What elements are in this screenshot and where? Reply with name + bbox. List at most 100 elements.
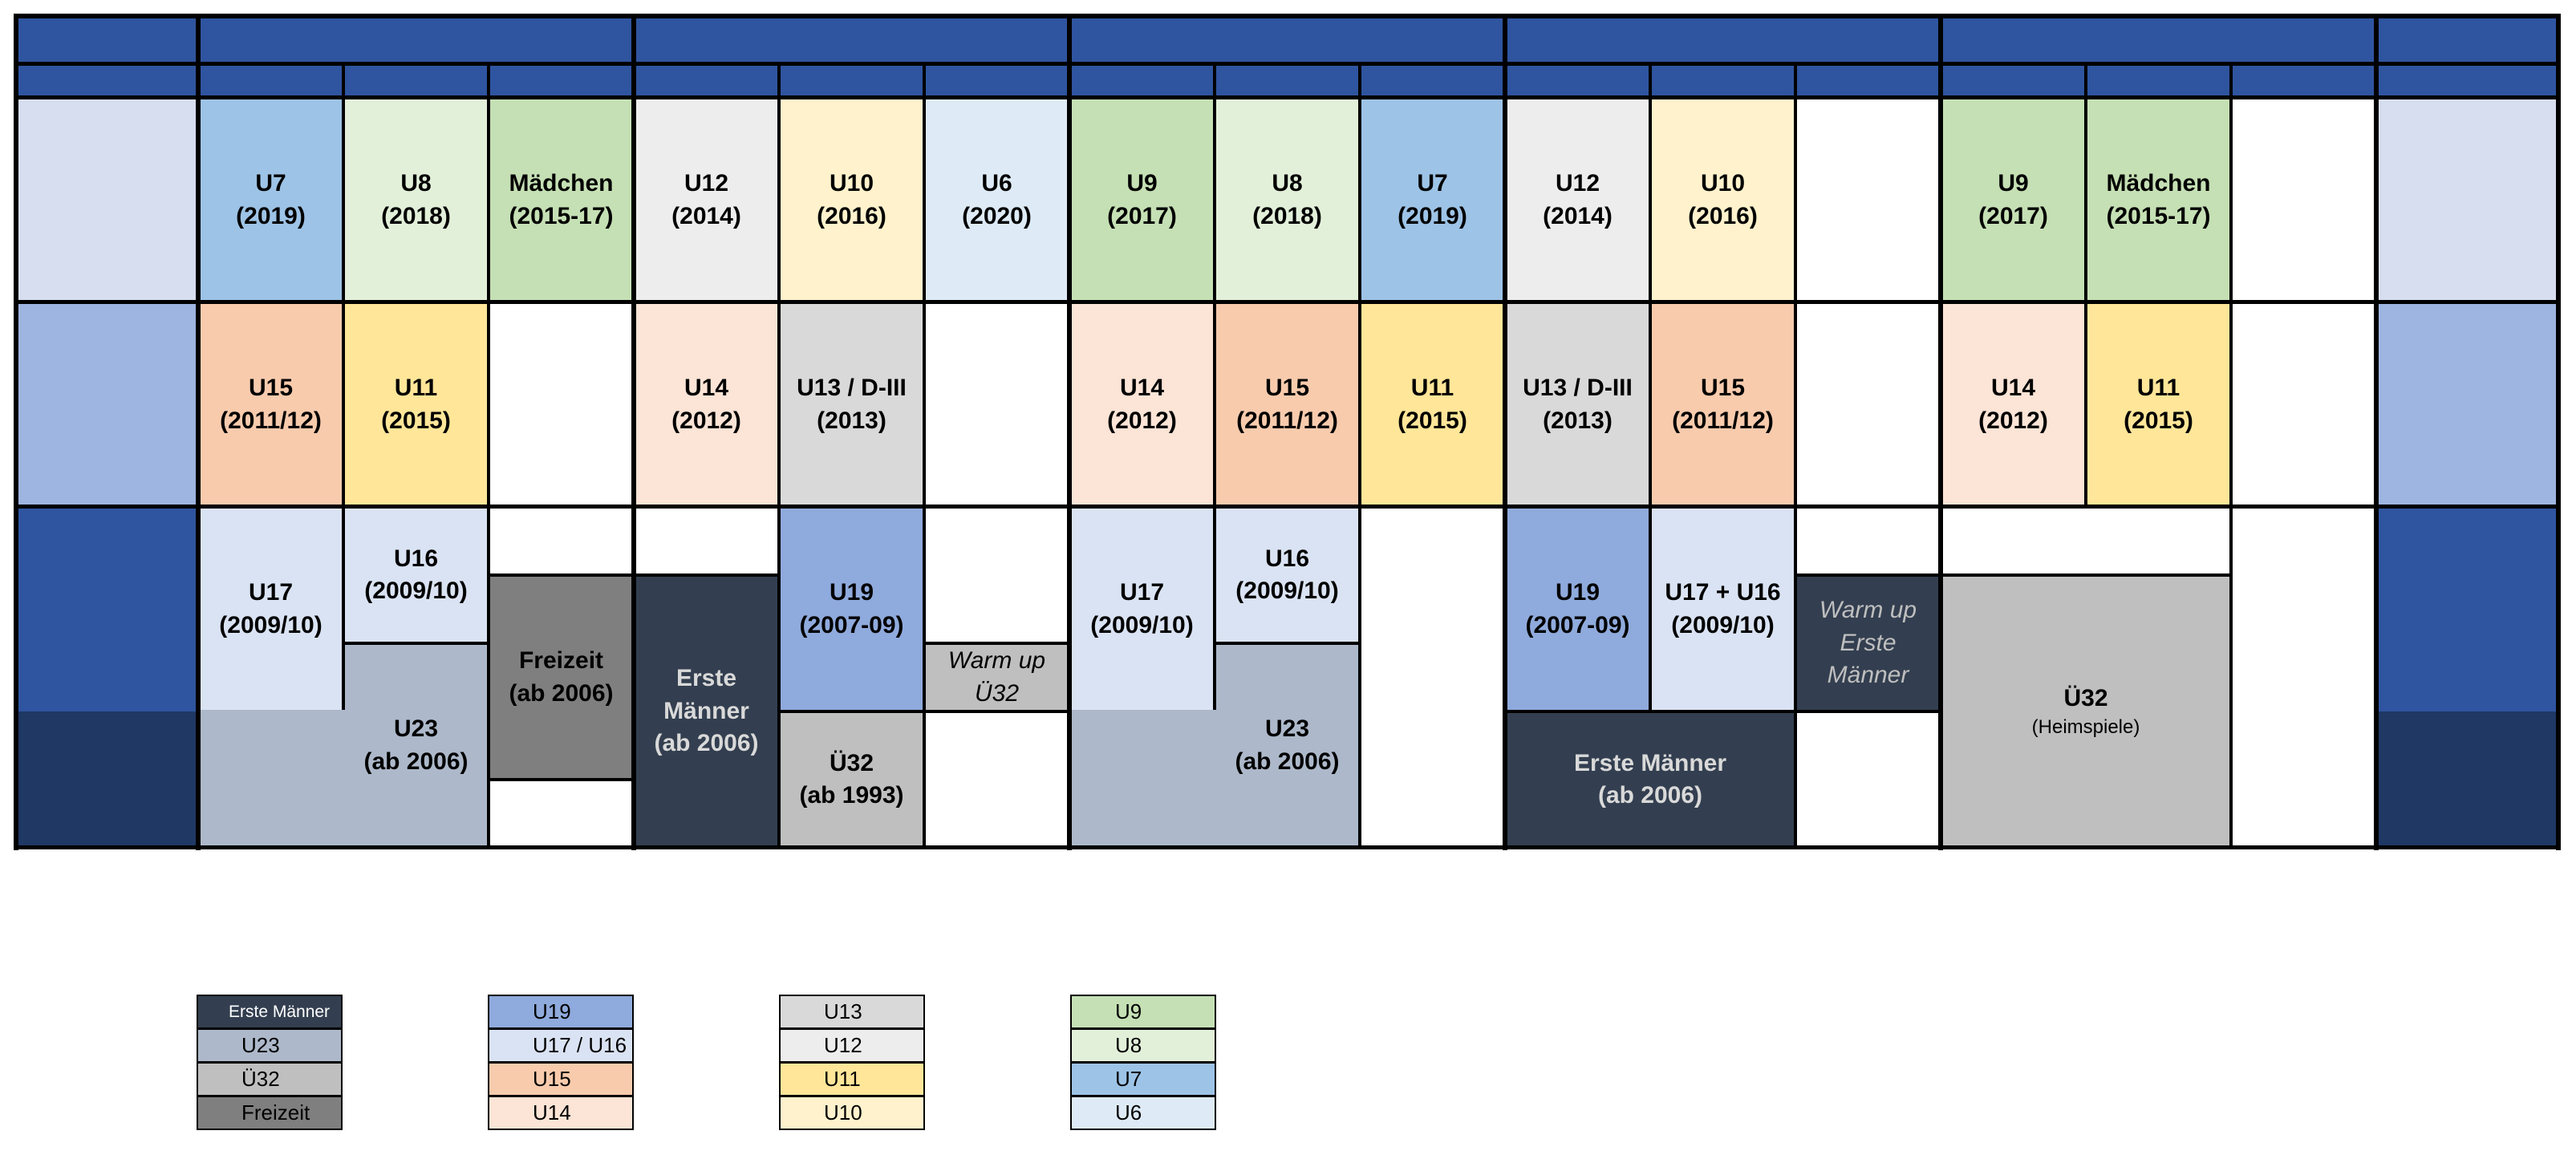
time-slot — [16, 200, 198, 235]
block-label: U14 — [1119, 375, 1165, 401]
training-block — [1795, 711, 1941, 848]
block-label: U7 — [1417, 170, 1448, 197]
legend-item: Freizeit — [197, 1096, 343, 1130]
time-slot — [16, 813, 198, 849]
training-block — [924, 302, 1069, 507]
block-label: Freizeit — [518, 647, 604, 674]
time-slot — [2376, 813, 2558, 849]
training-block: U12 (2014) — [634, 98, 779, 302]
legend-item: U7 — [1070, 1062, 1216, 1096]
block-label: (2007-09) — [799, 611, 904, 638]
block-label: (ab 2006) — [654, 730, 759, 757]
time-slot — [16, 268, 198, 303]
block-label: U9 — [1126, 170, 1158, 197]
block-label: (2014) — [1543, 202, 1613, 229]
training-block: U14 (2012) — [1941, 302, 2086, 507]
time-slot — [2376, 575, 2558, 610]
block-label: U11 — [1410, 375, 1454, 401]
subcol-header — [1215, 64, 1360, 98]
time-slot — [16, 745, 198, 780]
time-slot — [2376, 302, 2558, 338]
block-label: (2012) — [671, 407, 741, 434]
training-block — [2231, 98, 2376, 302]
day-divider — [14, 16, 18, 850]
block-label: U15 — [248, 375, 294, 401]
legend-item-label: Ü32 — [241, 1067, 280, 1091]
training-block: U23 (ab 2006) — [1215, 643, 1360, 848]
block-label: (2016) — [817, 202, 886, 229]
time-slot — [2376, 507, 2558, 542]
subcol-header — [634, 64, 779, 98]
block-label: U16 — [393, 545, 439, 572]
legend-item: U9 — [1070, 995, 1216, 1029]
block-label: (2009/10) — [1671, 611, 1775, 638]
time-slot — [2376, 472, 2558, 508]
block-label: (2011/12) — [1236, 407, 1338, 434]
block-label: U14 — [684, 375, 729, 401]
header-trainingsort — [16, 64, 198, 98]
time-slot — [2376, 780, 2558, 815]
training-block: U17 (2009/10) — [198, 507, 343, 711]
time-slot — [2376, 711, 2558, 747]
time-slot — [16, 302, 198, 338]
training-block — [1360, 507, 1505, 848]
block-label: Mädchen — [2106, 170, 2211, 197]
time-slot — [16, 575, 198, 610]
block-label: Warm up — [947, 647, 1046, 674]
legend-item-label: U12 — [824, 1033, 862, 1057]
block-divider — [14, 95, 2561, 99]
training-block — [1795, 302, 1941, 507]
training-block — [924, 507, 1069, 643]
training-block: Erste Männer (ab 2006) — [634, 575, 779, 848]
training-block: Mädchen (2015-17) — [2086, 98, 2231, 302]
u23-joint — [1071, 710, 1358, 713]
legend-item: U13 — [779, 995, 925, 1029]
time-slot — [2376, 677, 2558, 712]
training-block: U23 (ab 2006) — [343, 643, 489, 848]
block-label: (2017) — [1978, 202, 2048, 229]
day-header — [1941, 16, 2376, 64]
training-block — [634, 507, 779, 575]
training-block: U17 (2009/10) — [1069, 507, 1215, 711]
training-block: U10 (2016) — [779, 98, 924, 302]
legend-item: U12 — [779, 1028, 925, 1063]
time-slot — [16, 98, 198, 133]
training-block: Warm up Erste Männer — [1795, 575, 1941, 711]
block-label: U13 / D-III — [1523, 375, 1633, 401]
subcol-header — [489, 64, 634, 98]
training-block: U12 (2014) — [1505, 98, 1650, 302]
legend-item: U14 — [488, 1096, 634, 1130]
block-label: (2015-17) — [509, 202, 614, 229]
header-uhrzeit-left — [16, 16, 198, 64]
time-slot — [16, 609, 198, 644]
block-label: (ab 2006) — [1597, 782, 1703, 808]
block-label: (2009/10) — [1235, 578, 1339, 604]
block-label: (2009/10) — [219, 611, 323, 638]
block-label: (2009/10) — [1090, 611, 1194, 638]
time-slot — [16, 711, 198, 747]
training-block — [489, 302, 634, 507]
block-label: Ü32 — [2063, 684, 2108, 711]
training-block: U13 / D-III (2013) — [1505, 302, 1650, 507]
legend-item-label: Freizeit — [241, 1100, 310, 1125]
legend-item: Ü32 — [197, 1062, 343, 1096]
block-label: U11 — [394, 375, 438, 401]
block-label: U13 / D-III — [797, 375, 907, 401]
block-label: Warm up — [1819, 597, 1917, 624]
block-label: U12 — [684, 170, 729, 197]
time-slot — [16, 336, 198, 371]
day-header — [1505, 16, 1941, 64]
top-border — [14, 14, 2561, 18]
block-label: (2007-09) — [1525, 611, 1630, 638]
block-label: (2014) — [671, 202, 741, 229]
training-block — [2231, 302, 2376, 507]
block-label: Erste Männer — [1573, 749, 1727, 776]
block-label: Erste — [1840, 629, 1897, 656]
block-label: Ü32 — [974, 679, 1020, 707]
legend-item-label: U6 — [1115, 1100, 1142, 1125]
time-slot — [2376, 234, 2558, 270]
block-label: U10 — [1700, 170, 1746, 197]
block-label: (2012) — [1978, 407, 2048, 434]
day-divider — [196, 16, 201, 850]
training-block: U11 (2015) — [343, 302, 489, 507]
